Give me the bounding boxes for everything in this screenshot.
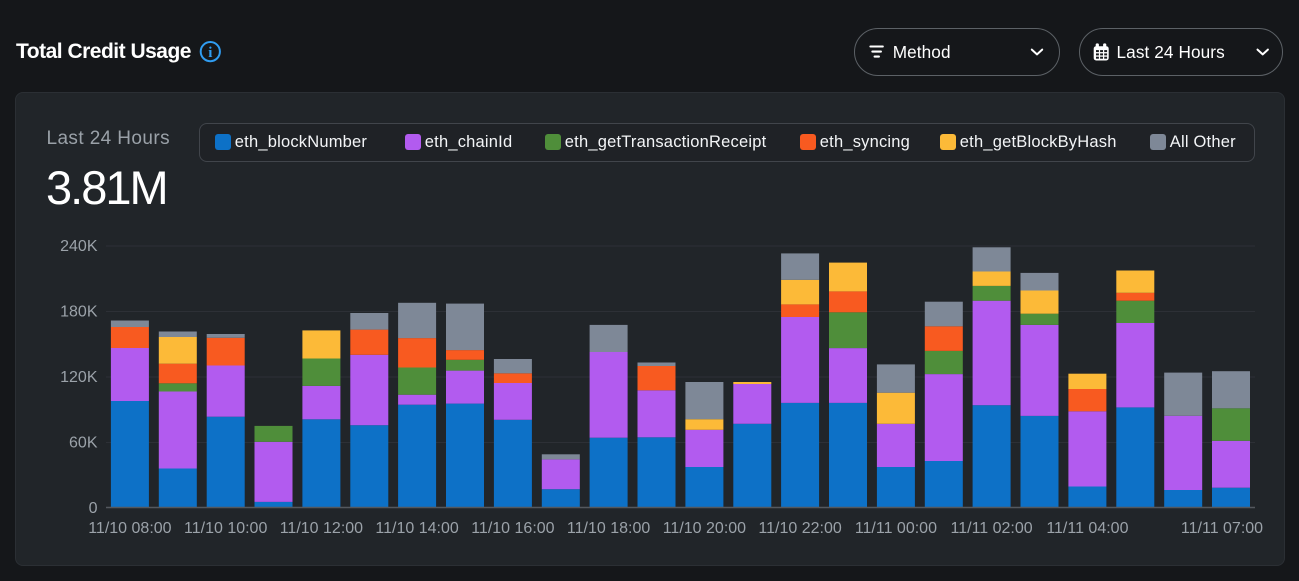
- svg-text:11/10 10:00: 11/10 10:00: [184, 520, 267, 537]
- svg-text:240K: 240K: [60, 238, 98, 255]
- svg-text:11/11 00:00: 11/11 00:00: [855, 520, 937, 537]
- svg-text:11/11 04:00: 11/11 04:00: [1046, 520, 1128, 537]
- svg-text:11/10 12:00: 11/10 12:00: [280, 520, 363, 537]
- svg-text:11/11 07:00: 11/11 07:00: [1181, 520, 1263, 537]
- svg-text:0: 0: [89, 500, 98, 517]
- svg-text:180K: 180K: [60, 304, 98, 321]
- svg-text:11/10 22:00: 11/10 22:00: [758, 520, 841, 537]
- svg-text:11/10 18:00: 11/10 18:00: [567, 520, 650, 537]
- svg-text:60K: 60K: [69, 435, 98, 452]
- svg-text:i: i: [208, 45, 212, 61]
- svg-text:11/10 14:00: 11/10 14:00: [375, 520, 458, 537]
- svg-text:11/10 08:00: 11/10 08:00: [88, 520, 171, 537]
- svg-text:11/10 20:00: 11/10 20:00: [663, 520, 746, 537]
- svg-text:120K: 120K: [60, 369, 98, 386]
- svg-text:11/11 02:00: 11/11 02:00: [951, 520, 1033, 537]
- svg-text:11/10 16:00: 11/10 16:00: [471, 520, 554, 537]
